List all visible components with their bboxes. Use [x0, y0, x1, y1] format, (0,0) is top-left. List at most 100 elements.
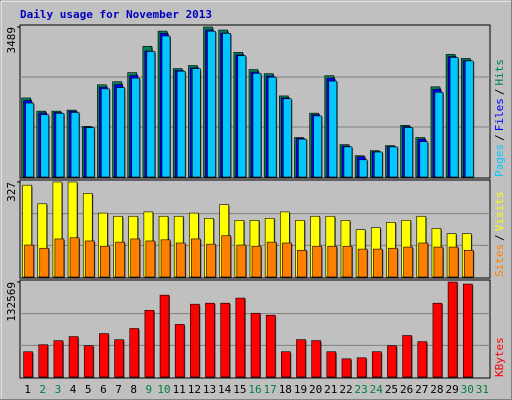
- bar: [372, 248, 383, 278]
- bar: [145, 240, 156, 278]
- bar: [40, 114, 50, 178]
- bar: [114, 339, 124, 378]
- x-tick-label: 11: [173, 383, 186, 396]
- bar: [358, 159, 368, 178]
- chart-title: Daily usage for November 2013: [20, 8, 212, 21]
- y-tick-label: 327: [5, 182, 18, 202]
- x-tick-label: 16: [248, 383, 261, 396]
- bar: [250, 312, 261, 378]
- x-tick-label: 15: [233, 383, 246, 396]
- bar: [387, 345, 397, 378]
- bar: [402, 335, 412, 378]
- bar: [161, 35, 171, 178]
- y-tick-label: 132569: [5, 282, 18, 322]
- bar: [192, 68, 201, 178]
- bar: [298, 138, 307, 178]
- legend-entry: Pages: [493, 144, 506, 177]
- legend: Pages / Files / Hits: [493, 59, 506, 177]
- bar: [175, 242, 186, 278]
- bar: [85, 127, 95, 178]
- x-tick-label: 31: [476, 383, 489, 396]
- legend-entry: Hits: [493, 59, 506, 86]
- x-tick-label: 3: [55, 383, 62, 396]
- legend-separator: /: [493, 134, 506, 141]
- bar: [54, 238, 65, 278]
- x-tick-label: 5: [85, 383, 92, 396]
- x-tick-label: 2: [39, 383, 46, 396]
- bar: [434, 92, 444, 178]
- bar: [373, 151, 383, 178]
- bar: [146, 51, 156, 178]
- bar: [115, 241, 125, 278]
- bar: [341, 358, 352, 378]
- legend-separator: /: [493, 89, 506, 96]
- x-tick-label: 10: [157, 383, 170, 396]
- x-tick-label: 6: [100, 383, 107, 396]
- bar: [207, 30, 216, 178]
- legend: Sites / Visits: [493, 192, 506, 278]
- bar: [343, 146, 353, 178]
- bar: [417, 341, 428, 378]
- bar: [296, 339, 306, 378]
- bar: [389, 146, 398, 178]
- bar: [281, 351, 291, 378]
- bar: [220, 302, 230, 378]
- bar: [448, 246, 459, 278]
- x-tick-label: 20: [309, 383, 322, 396]
- bar: [25, 102, 34, 178]
- bar: [190, 303, 200, 378]
- bar: [160, 239, 171, 278]
- bar: [116, 87, 125, 178]
- bar: [283, 98, 292, 178]
- y-tick-label: 3489: [5, 27, 18, 54]
- x-tick-label: 22: [339, 383, 352, 396]
- bar: [100, 245, 110, 278]
- bar: [206, 243, 216, 278]
- x-tick-label: 1: [24, 383, 31, 396]
- x-tick-label: 9: [146, 383, 153, 396]
- bar: [419, 141, 429, 178]
- bar: [130, 238, 141, 278]
- bar: [313, 115, 322, 178]
- bar: [55, 113, 65, 178]
- bar: [205, 302, 215, 378]
- x-tick-label: 18: [279, 383, 292, 396]
- bar: [418, 242, 429, 278]
- x-tick-label: 7: [115, 383, 122, 396]
- bar: [252, 73, 262, 178]
- bar: [311, 340, 321, 378]
- x-tick-label: 23: [355, 383, 368, 396]
- bar: [235, 297, 246, 378]
- bar: [99, 333, 109, 378]
- bar: [174, 324, 185, 378]
- bar: [237, 55, 247, 178]
- bar: [84, 240, 95, 278]
- legend-separator: /: [493, 234, 506, 241]
- bar: [282, 242, 292, 278]
- bar: [266, 241, 277, 278]
- bar: [432, 302, 443, 378]
- bar: [267, 76, 277, 178]
- bar: [176, 70, 186, 178]
- x-tick-label: 19: [294, 383, 307, 396]
- bar: [312, 245, 322, 278]
- bar: [357, 248, 368, 278]
- x-tick-label: 21: [324, 383, 337, 396]
- bar: [53, 340, 64, 378]
- bar: [38, 344, 49, 378]
- legend-entry: Sites: [493, 244, 506, 277]
- bar: [464, 60, 474, 178]
- x-tick-label: 26: [400, 383, 413, 396]
- bar: [236, 244, 247, 278]
- x-tick-label: 30: [461, 383, 474, 396]
- bar: [221, 235, 231, 278]
- x-tick-label: 4: [70, 383, 77, 396]
- bar: [24, 244, 34, 278]
- bar: [327, 245, 338, 278]
- legend-entry: KBytes: [493, 337, 506, 377]
- bar: [23, 351, 33, 378]
- x-tick-label: 17: [264, 383, 277, 396]
- bar: [342, 245, 353, 278]
- x-tick-label: 24: [370, 383, 384, 396]
